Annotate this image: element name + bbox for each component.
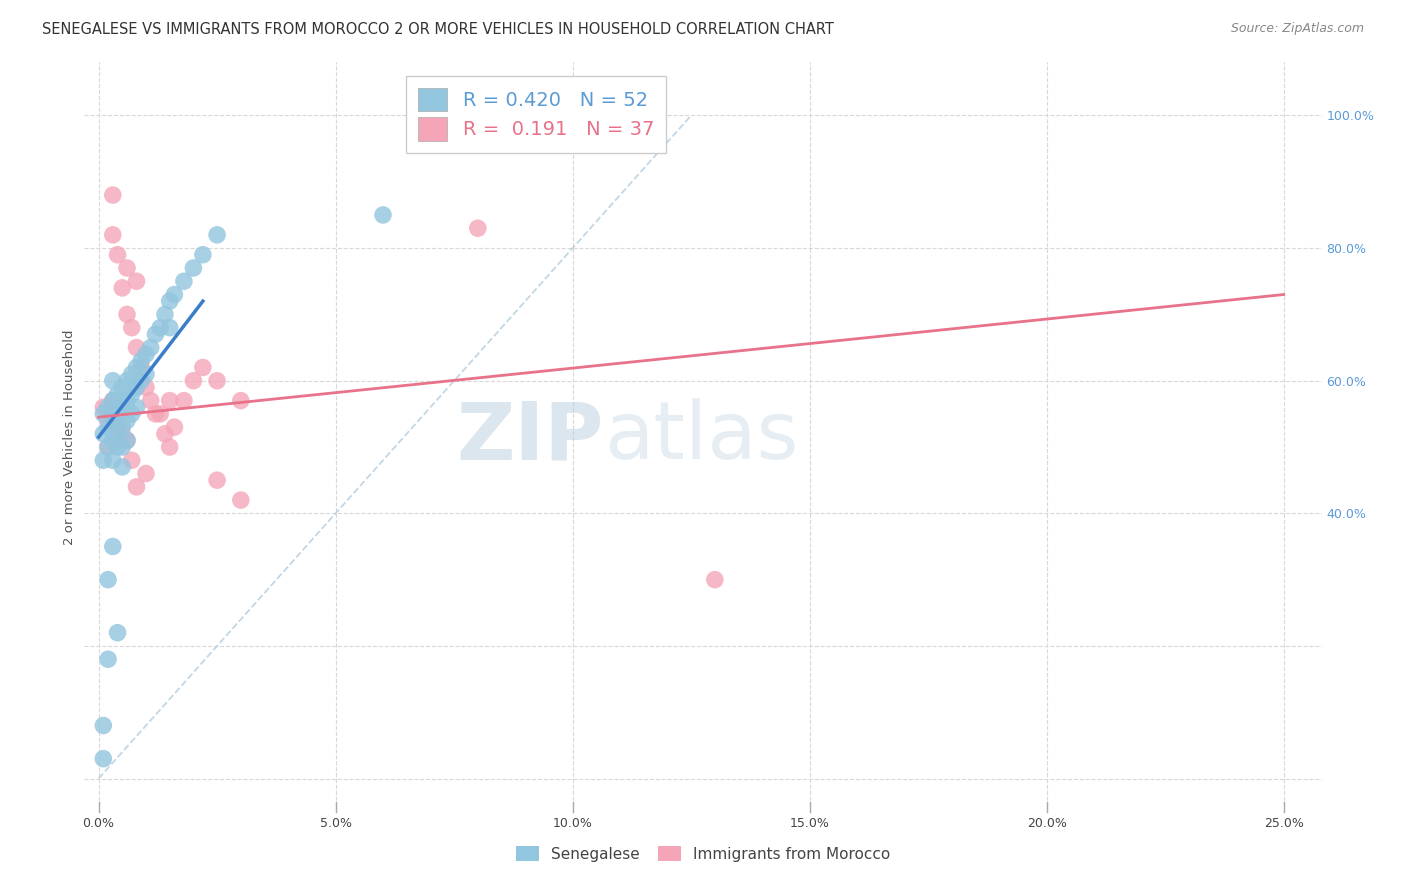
Point (149, 320, 172, 334)
Point (139, 393, 162, 408)
Point (101, 540, 124, 554)
Text: SENEGALESE VS IMMIGRANTS FROM MOROCCO 2 OR MORE VEHICLES IN HOUSEHOLD CORRELATIO: SENEGALESE VS IMMIGRANTS FROM MOROCCO 2 … (42, 22, 834, 37)
Point (703, 573, 725, 587)
Point (121, 320, 143, 334)
Point (121, 387, 143, 401)
Point (371, 208, 394, 222)
Point (107, 248, 129, 262)
Point (159, 320, 181, 334)
Point (159, 440, 181, 454)
Point (125, 274, 148, 288)
Point (91, 752, 114, 766)
Point (111, 426, 134, 441)
Point (115, 393, 138, 408)
Point (191, 360, 214, 375)
Point (97, 420, 120, 434)
Point (135, 347, 157, 361)
Point (115, 434, 138, 448)
Point (97, 413, 120, 427)
Point (135, 367, 157, 381)
Point (145, 407, 167, 421)
Point (163, 287, 186, 301)
Point (111, 380, 134, 394)
Point (229, 493, 252, 508)
Point (183, 260, 205, 275)
Point (101, 393, 124, 408)
Point (107, 426, 129, 441)
Text: ZIP: ZIP (457, 398, 605, 476)
Point (91, 453, 114, 467)
Point (115, 307, 138, 321)
Y-axis label: 2 or more Vehicles in Household: 2 or more Vehicles in Household (63, 329, 76, 545)
Point (129, 360, 152, 375)
Point (107, 625, 129, 640)
Point (205, 374, 228, 388)
Point (163, 420, 186, 434)
Point (107, 440, 129, 454)
Point (115, 260, 138, 275)
Text: atlas: atlas (605, 398, 799, 476)
Point (183, 374, 205, 388)
Point (135, 380, 157, 394)
Point (139, 341, 162, 355)
Point (135, 467, 157, 481)
Point (101, 413, 124, 427)
Point (101, 434, 124, 448)
Point (97, 652, 120, 666)
Point (145, 327, 167, 342)
Point (101, 227, 124, 242)
Point (153, 426, 176, 441)
Point (125, 341, 148, 355)
Point (159, 393, 181, 408)
Point (125, 480, 148, 494)
Point (111, 420, 134, 434)
Point (91, 718, 114, 732)
Point (115, 413, 138, 427)
Point (101, 393, 124, 408)
Point (111, 281, 134, 295)
Point (115, 374, 138, 388)
Point (229, 393, 252, 408)
Point (153, 307, 176, 321)
Point (115, 434, 138, 448)
Point (101, 188, 124, 202)
Point (121, 453, 143, 467)
Point (121, 367, 143, 381)
Point (205, 473, 228, 487)
Point (97, 401, 120, 415)
Point (101, 374, 124, 388)
Legend: Senegalese, Immigrants from Morocco: Senegalese, Immigrants from Morocco (509, 839, 897, 868)
Point (173, 393, 195, 408)
Point (97, 440, 120, 454)
Point (467, 221, 489, 235)
Point (111, 440, 134, 454)
Point (91, 407, 114, 421)
Point (125, 401, 148, 415)
Point (191, 248, 214, 262)
Point (111, 401, 134, 415)
Point (205, 227, 228, 242)
Point (91, 426, 114, 441)
Point (129, 354, 152, 368)
Point (129, 374, 152, 388)
Point (97, 573, 120, 587)
Point (125, 380, 148, 394)
Point (101, 453, 124, 467)
Text: Source: ZipAtlas.com: Source: ZipAtlas.com (1230, 22, 1364, 36)
Point (107, 387, 129, 401)
Point (121, 407, 143, 421)
Point (159, 294, 181, 309)
Point (111, 459, 134, 474)
Point (107, 407, 129, 421)
Point (173, 274, 195, 288)
Point (149, 407, 172, 421)
Point (107, 420, 129, 434)
Point (125, 360, 148, 375)
Point (97, 440, 120, 454)
Point (91, 401, 114, 415)
